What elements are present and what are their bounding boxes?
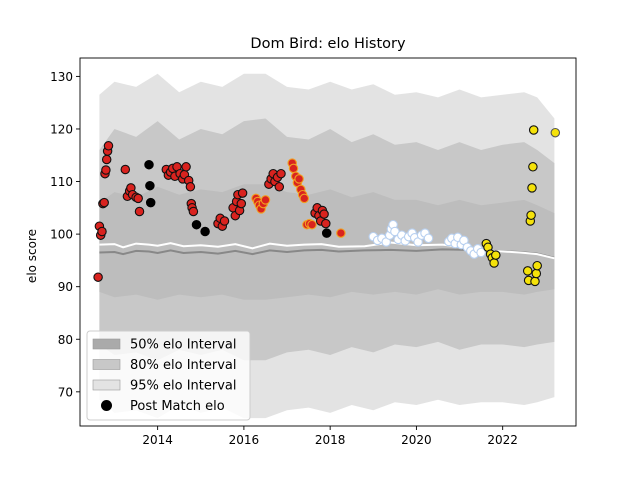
y-tick-label: 110 bbox=[50, 175, 73, 189]
interval-band-3 bbox=[99, 184, 555, 300]
x-tick-label: 2018 bbox=[315, 433, 346, 447]
elo-point bbox=[522, 266, 533, 276]
legend: 50% elo Interval 80% elo Interval 95% elo … bbox=[86, 330, 251, 421]
elo-point bbox=[191, 219, 202, 230]
chart-title: Dom Bird: elo History bbox=[250, 36, 406, 52]
y-tick-label: 120 bbox=[50, 122, 73, 136]
elo-point bbox=[260, 195, 271, 205]
legend-label: 50% elo Interval bbox=[130, 338, 237, 353]
legend-box bbox=[86, 330, 251, 421]
plot-frame bbox=[79, 57, 577, 427]
elo-point bbox=[101, 165, 111, 175]
elo-point bbox=[188, 206, 199, 217]
elo-point bbox=[532, 260, 542, 271]
elo-point bbox=[321, 218, 331, 229]
y-axis-label: elo score bbox=[25, 229, 39, 283]
axes: 2014 2016 2018 2020 2022 70 80 90 100 110 120 130 bbox=[50, 57, 577, 447]
elo-point bbox=[528, 125, 539, 135]
x-tick-label: 2022 bbox=[487, 433, 518, 447]
elo-point bbox=[99, 197, 109, 208]
elo-point bbox=[93, 272, 103, 282]
elo-point bbox=[237, 188, 248, 198]
legend-label: Post Match elo bbox=[130, 399, 225, 414]
elo-point bbox=[319, 209, 329, 219]
elo-point bbox=[145, 180, 155, 191]
elo-point bbox=[120, 164, 131, 175]
elo-point bbox=[294, 174, 304, 184]
elo-point bbox=[528, 162, 538, 172]
legend-swatch bbox=[92, 359, 121, 370]
elo-point bbox=[288, 163, 299, 174]
elo-point bbox=[274, 182, 285, 192]
y-tick-label: 80 bbox=[58, 333, 73, 347]
elo-point bbox=[489, 258, 499, 268]
elo-point bbox=[145, 197, 156, 208]
legend-label: 80% elo Interval bbox=[130, 358, 237, 373]
y-tick-label: 70 bbox=[58, 385, 73, 399]
legend-swatch bbox=[92, 379, 121, 391]
elo-point bbox=[103, 141, 114, 151]
elo-point bbox=[336, 228, 346, 238]
x-tick-label: 2014 bbox=[142, 433, 173, 447]
elo-point bbox=[219, 216, 230, 226]
y-tick-label: 100 bbox=[50, 228, 73, 242]
elo-point bbox=[550, 127, 561, 138]
elo-point bbox=[307, 219, 317, 230]
elo-point bbox=[321, 228, 332, 238]
elo-point bbox=[423, 233, 434, 244]
elo-point bbox=[531, 268, 542, 279]
elo-point bbox=[476, 247, 486, 258]
elo-point bbox=[200, 226, 210, 237]
elo-point bbox=[185, 182, 196, 192]
elo-point bbox=[236, 198, 247, 209]
elo-point bbox=[97, 226, 107, 237]
legend-marker bbox=[101, 400, 112, 411]
elo-point bbox=[527, 183, 537, 193]
x-tick-label: 2020 bbox=[401, 433, 432, 447]
elo-point bbox=[299, 193, 310, 204]
legend-label: 95% elo Interval bbox=[130, 379, 237, 394]
y-tick-label: 130 bbox=[50, 70, 73, 84]
y-tick-label: 90 bbox=[58, 280, 73, 294]
elo-point bbox=[181, 162, 191, 172]
elo-point bbox=[133, 193, 143, 204]
elo-point bbox=[134, 206, 145, 217]
x-tick-label: 2016 bbox=[229, 433, 260, 447]
elo-point bbox=[101, 154, 112, 165]
elo-point bbox=[144, 159, 154, 170]
elo-point bbox=[526, 210, 536, 220]
elo-point bbox=[530, 276, 540, 287]
elo-point bbox=[276, 168, 286, 179]
legend-swatch bbox=[92, 338, 121, 350]
elo-point bbox=[491, 250, 501, 260]
